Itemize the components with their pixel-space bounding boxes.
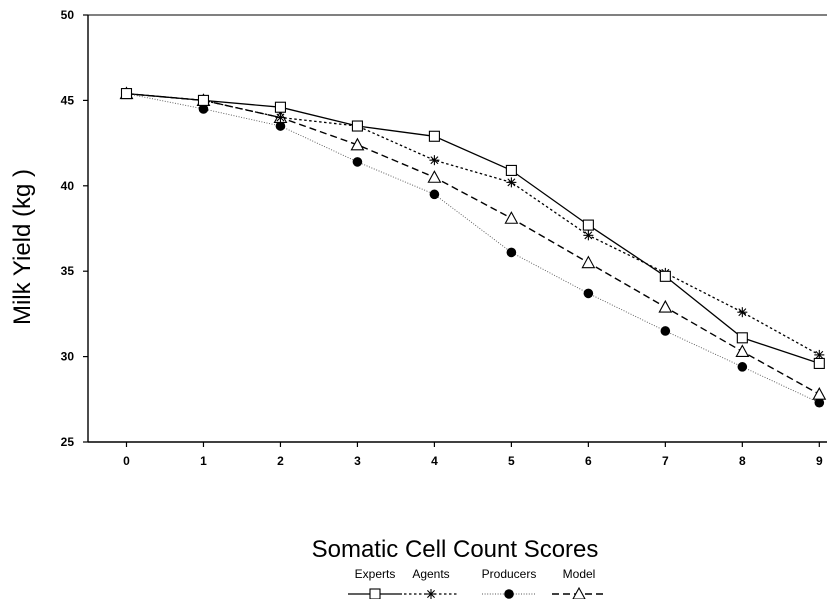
point-experts — [736, 332, 748, 344]
point-experts — [813, 357, 825, 369]
x-tick-label: 7 — [662, 454, 669, 468]
axes — [87, 14, 827, 443]
y-axis-label: Milk Yield (kg ) — [9, 169, 36, 325]
point-model — [581, 255, 596, 269]
point-agents — [737, 307, 748, 318]
point-model — [812, 387, 827, 400]
legend-label-agents: Agents — [412, 567, 449, 581]
y-tick-label: 35 — [61, 264, 75, 278]
point-agents — [429, 155, 440, 166]
point-model — [735, 344, 750, 358]
point-producers — [583, 288, 594, 299]
point-model — [350, 137, 365, 151]
series-line-producers — [126, 93, 820, 404]
y-tick-label: 30 — [61, 350, 75, 364]
x-axis-label: Somatic Cell Count Scores — [312, 536, 599, 563]
x-tick-label: 4 — [431, 454, 438, 468]
y-tick-label: 25 — [61, 435, 75, 449]
legend-marker-agents — [426, 589, 436, 599]
series-lines — [126, 92, 820, 404]
point-model — [427, 170, 442, 183]
point-producers — [198, 104, 209, 114]
point-producers — [737, 362, 748, 372]
point-experts — [120, 88, 133, 100]
point-producers — [506, 247, 517, 258]
point-producers — [352, 157, 363, 167]
point-experts — [351, 120, 363, 132]
point-experts — [659, 270, 671, 282]
point-experts — [505, 164, 517, 176]
y-tick-label: 50 — [61, 8, 75, 22]
point-model — [504, 211, 519, 224]
y-tick-label: 45 — [61, 93, 75, 107]
x-tick-label: 1 — [200, 454, 207, 468]
legend-marker-producers — [504, 589, 514, 599]
x-tick-label: 5 — [508, 454, 515, 468]
point-experts — [582, 219, 594, 231]
legend-label-experts: Experts — [355, 567, 396, 581]
y-tick-label: 40 — [61, 179, 75, 193]
point-producers — [814, 397, 825, 408]
point-producers — [429, 189, 440, 200]
point-agents — [506, 177, 517, 188]
legend-label-model: Model — [563, 567, 596, 581]
y-axis-ticks: 25 30 35 40 45 50 — [61, 8, 88, 449]
legend: Experts Agents Producers Model — [348, 567, 606, 599]
point-experts — [428, 130, 440, 142]
x-tick-label: 6 — [585, 454, 592, 468]
legend-label-producers: Producers — [482, 567, 537, 581]
x-tick-label: 0 — [123, 454, 130, 468]
point-experts — [197, 94, 210, 106]
x-tick-label: 8 — [739, 454, 746, 468]
legend-marker-experts — [369, 588, 381, 599]
point-agents — [583, 230, 594, 241]
series-line-model — [126, 92, 820, 395]
x-tick-label: 2 — [277, 454, 284, 468]
series-line-experts — [126, 92, 820, 365]
point-producers — [275, 121, 286, 131]
x-axis-ticks: 0 1 2 3 4 5 6 7 8 9 — [123, 442, 823, 468]
x-tick-label: 3 — [354, 454, 361, 468]
point-experts — [274, 101, 286, 113]
x-tick-label: 9 — [816, 454, 823, 468]
series-markers — [119, 86, 827, 408]
legend-marker-model — [572, 586, 586, 599]
point-agents — [275, 112, 286, 123]
point-producers — [660, 326, 671, 336]
point-model — [658, 299, 673, 313]
